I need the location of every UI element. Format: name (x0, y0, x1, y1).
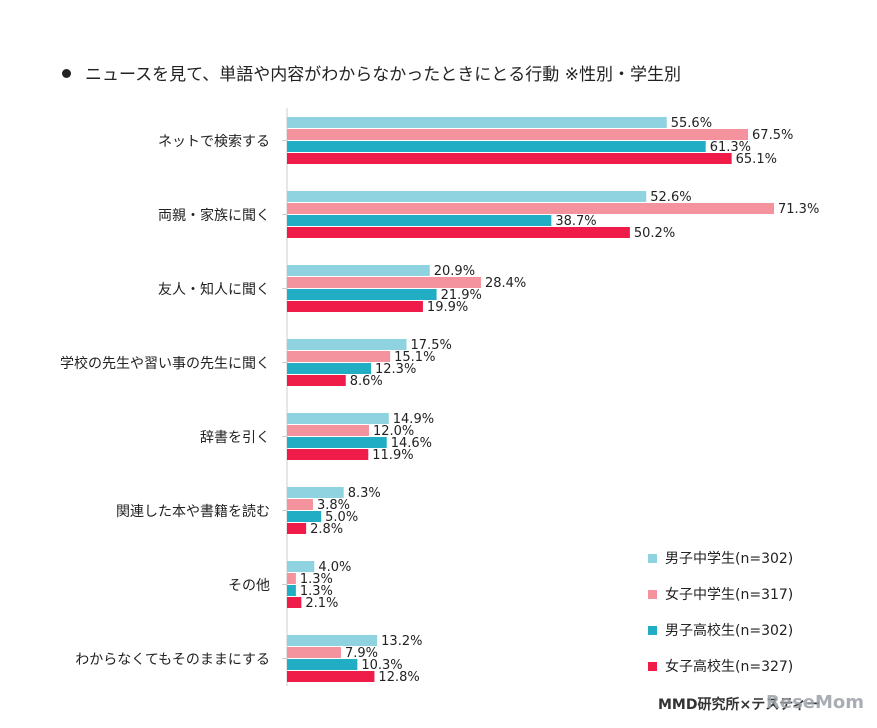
legend-swatch (648, 553, 657, 563)
data-label: 12.0% (373, 424, 414, 439)
data-label: 55.6% (671, 116, 712, 131)
bar (287, 277, 481, 288)
bar (287, 585, 296, 596)
bar (287, 413, 389, 424)
bar (287, 117, 667, 128)
data-label: 38.7% (555, 214, 596, 229)
data-label: 12.3% (375, 362, 416, 377)
data-label: 17.5% (411, 338, 452, 353)
legend-item: 男子高校生(n=302) (648, 612, 793, 648)
bar (287, 597, 302, 608)
data-label: 5.0% (325, 510, 358, 525)
data-label: 13.2% (381, 634, 422, 649)
legend-label: 男子中学生(n=302) (665, 551, 794, 567)
legend-item: 女子高校生(n=327) (648, 648, 793, 684)
category-label: 辞書を引く (200, 430, 270, 446)
bar (287, 449, 369, 460)
bar (287, 153, 732, 164)
bar (287, 375, 346, 386)
source-credit: MMD研究所×テスティー (658, 697, 821, 713)
category-label: ネットで検索する (158, 133, 270, 150)
data-label: 1.3% (300, 584, 333, 599)
data-label: 19.9% (427, 300, 468, 315)
legend-label: 女子高校生(n=327) (665, 659, 794, 675)
category-label: その他 (228, 578, 270, 594)
data-label: 67.5% (752, 128, 793, 143)
category-label: 関連した本や書籍を読む (116, 503, 270, 520)
data-label: 14.6% (391, 436, 432, 451)
bar (287, 573, 296, 584)
bar (287, 561, 315, 572)
data-label: 61.3% (710, 140, 751, 155)
bar (287, 647, 341, 658)
data-label: 71.3% (778, 202, 819, 217)
chart-title: ニュースを見て、単語や内容がわからなかったときにとる行動 ※性別・学生別 (62, 60, 681, 85)
bar (287, 659, 358, 670)
bar (287, 301, 423, 312)
bar (287, 141, 706, 152)
legend-item: 女子中学生(n=317) (648, 576, 793, 612)
data-label: 65.1% (736, 152, 777, 167)
bullet-icon (62, 68, 71, 78)
legend-swatch (648, 589, 657, 599)
data-label: 2.1% (305, 596, 338, 611)
data-label: 4.0% (318, 560, 351, 575)
bar (287, 227, 630, 238)
category-label: 両親・家族に聞く (158, 207, 270, 224)
data-label: 7.9% (345, 646, 378, 661)
bar (287, 339, 407, 350)
data-label: 12.8% (378, 670, 419, 685)
data-label: 1.3% (300, 572, 333, 587)
bar (287, 499, 313, 510)
bar (287, 671, 375, 682)
data-label: 10.3% (361, 658, 402, 673)
bar (287, 351, 391, 362)
watermark-logo: ReseMom (766, 692, 865, 713)
category-label: 友人・知人に聞く (158, 281, 270, 298)
category-label: 学校の先生や習い事の先生に聞く (60, 355, 270, 372)
category-label: わからなくてもそのままにする (75, 652, 270, 668)
data-label: 52.6% (650, 190, 691, 205)
data-label: 28.4% (485, 276, 526, 291)
data-label: 20.9% (434, 264, 475, 279)
bar (287, 487, 344, 498)
data-label: 11.9% (372, 448, 413, 463)
legend-item: 男子中学生(n=302) (648, 540, 793, 576)
data-label: 21.9% (441, 288, 482, 303)
bar (287, 129, 749, 140)
legend-swatch (648, 661, 657, 671)
data-label: 50.2% (634, 226, 675, 241)
bar (287, 511, 322, 522)
legend-swatch (648, 625, 657, 635)
bar (287, 425, 369, 436)
data-label: 15.1% (394, 350, 435, 365)
data-label: 2.8% (310, 522, 343, 537)
bar (287, 289, 437, 300)
bar (287, 191, 647, 202)
bar (287, 363, 372, 374)
bar (287, 635, 378, 646)
data-label: 14.9% (393, 412, 434, 427)
chart-title-text: ニュースを見て、単語や内容がわからなかったときにとる行動 ※性別・学生別 (85, 65, 681, 85)
legend-label: 女子中学生(n=317) (665, 587, 794, 603)
legend: 男子中学生(n=302) 女子中学生(n=317) 男子高校生(n=302) 女子高校… (648, 540, 793, 684)
bar (287, 203, 774, 214)
bar (287, 437, 387, 448)
bar (287, 523, 307, 534)
data-label: 8.6% (350, 374, 383, 389)
data-label: 3.8% (317, 498, 350, 513)
bar (287, 215, 552, 226)
data-label: 8.3% (348, 486, 381, 501)
legend-label: 男子高校生(n=302) (665, 623, 794, 639)
bar (287, 265, 430, 276)
